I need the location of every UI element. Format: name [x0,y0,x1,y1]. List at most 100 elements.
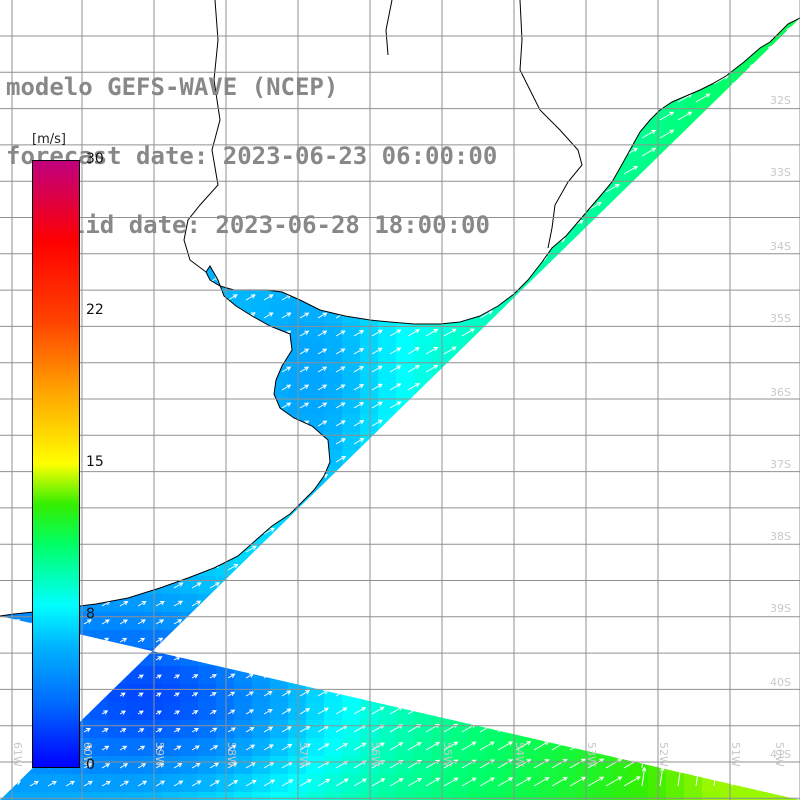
wind-arrow [101,674,109,679]
wind-arrow [569,381,585,391]
wind-arrow [443,364,457,373]
border-line [183,0,221,273]
wind-arrow [389,778,404,787]
wind-arrow [605,632,623,643]
wind-arrow [119,366,130,373]
field-cell [324,612,343,631]
field-cell [324,540,343,559]
wind-arrow [443,346,457,355]
field-cell [90,378,109,397]
field-cell [756,558,775,577]
field-cell [558,306,577,325]
wind-arrow [677,219,693,229]
wind-arrow [569,740,586,751]
wind-arrow [209,438,221,445]
field-cell [342,18,361,19]
wind-arrow [119,582,130,589]
field-cell [0,594,19,613]
field-cell [486,648,505,667]
field-cell [522,72,541,91]
wind-arrow [137,366,148,373]
field-cell [468,414,487,433]
field-cell [648,288,667,307]
wind-arrow [83,692,91,697]
field-cell [792,594,800,613]
wind-arrow [335,707,348,715]
field-cell [324,522,343,541]
field-cell [630,72,649,91]
wind-arrow [191,762,201,769]
field-cell [648,432,667,451]
wind-arrow [515,705,532,715]
field-cell [270,414,289,433]
wind-arrow [659,434,676,445]
wind-arrow [317,509,329,517]
wind-arrow [569,489,585,499]
wind-arrow [227,637,237,643]
field-cell [72,774,91,793]
field-cell [252,612,271,631]
field-cell [558,666,577,685]
wind-arrow [173,546,185,553]
wind-arrow [155,474,167,481]
field-cell [324,702,343,721]
field-cell [522,702,541,721]
wind-arrow [660,5,673,12]
wind-arrow [11,295,20,301]
wind-arrow [227,655,236,661]
field-cell [486,378,505,397]
wind-arrow [173,348,184,355]
field-cell [0,486,19,505]
wind-arrow [497,705,513,715]
wind-arrow [281,599,293,607]
field-cell [540,576,559,595]
field-cell [162,792,181,800]
wind-arrow [623,165,639,175]
wind-arrow [605,668,623,679]
wind-arrow [605,704,623,715]
field-cell [288,792,307,800]
wind-arrow [407,777,423,787]
field-cell [54,792,73,800]
wind-arrow [192,8,200,12]
wind-arrow [425,544,440,553]
field-cell [756,126,775,145]
wind-arrow [173,294,184,301]
field-cell [756,252,775,271]
wind-arrow [569,202,584,211]
wind-arrow [281,366,292,373]
field-cell [684,198,703,217]
field-cell [630,792,649,800]
wind-arrow [677,380,694,391]
wind-arrow [335,635,348,643]
field-cell [666,234,685,253]
field-cell [126,450,145,469]
field-cell [306,414,325,433]
field-cell [540,162,559,181]
latitude-label: 39S [770,602,791,615]
field-cell [360,414,379,433]
field-cell [396,360,415,379]
field-cell [630,738,649,757]
wind-arrow [191,637,200,643]
wind-arrow [389,670,403,679]
wind-arrow [353,527,366,535]
field-cell [144,306,163,325]
field-cell [432,576,451,595]
wind-arrow [461,615,477,625]
field-cell [774,342,793,361]
wind-arrow [155,510,166,517]
field-cell [252,486,271,505]
wind-arrow [335,563,348,571]
field-cell [648,108,667,127]
field-cell [504,18,523,37]
longitude-label: 58W [225,742,238,767]
wind-arrow [479,364,494,373]
wind-arrow [11,367,20,373]
field-cell [720,72,739,91]
field-cell [684,486,703,505]
field-cell [612,342,631,361]
wind-arrow [749,729,755,751]
field-cell [792,540,800,559]
wind-arrow [497,364,512,373]
